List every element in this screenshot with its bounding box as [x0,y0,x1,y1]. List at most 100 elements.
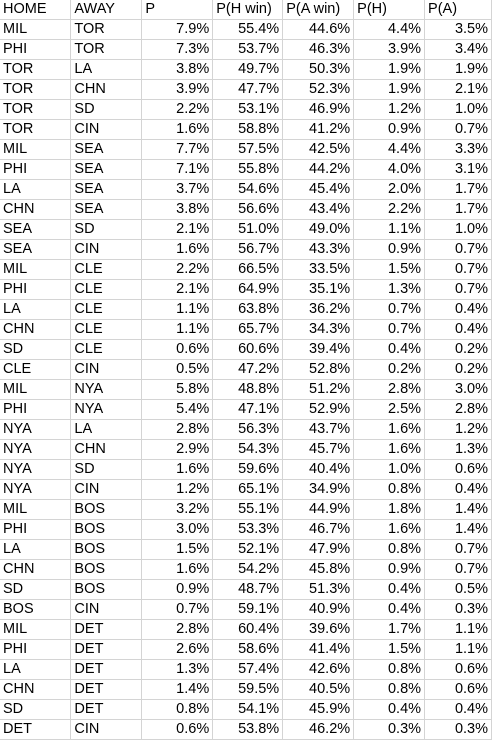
cell-p-h-win[interactable]: 49.7% [212,59,284,80]
cell-p-h[interactable]: 0.8% [353,679,426,700]
cell-p-h-win[interactable]: 55.8% [212,159,284,180]
cell-p-a-win[interactable]: 44.2% [282,159,355,180]
cell-p-h-win[interactable]: 58.6% [212,639,284,660]
cell-p-h[interactable]: 0.9% [353,239,426,260]
cell-p-a[interactable]: 1.7% [424,179,492,200]
cell-p-h-win[interactable]: 59.6% [212,459,284,480]
cell-away[interactable]: CIN [70,119,143,140]
cell-p-h[interactable]: 1.0% [353,459,426,480]
cell-p-h[interactable]: 1.5% [353,259,426,280]
cell-p-h[interactable]: 0.7% [353,299,426,320]
cell-p-a[interactable]: 1.1% [424,619,492,640]
cell-p-a[interactable]: 0.4% [424,319,492,340]
cell-p-a[interactable]: 1.3% [424,439,492,460]
cell-away[interactable]: CLE [70,299,143,320]
cell-p-a[interactable]: 1.4% [424,519,492,540]
cell-p-h[interactable]: 4.4% [353,139,426,160]
cell-home[interactable]: CLE [0,359,72,380]
cell-p-h-win[interactable]: 63.8% [212,299,284,320]
cell-home[interactable]: SD [0,699,72,720]
cell-p-a[interactable]: 0.2% [424,339,492,360]
cell-p-h[interactable]: 1.5% [353,639,426,660]
cell-p-h-win[interactable]: 55.1% [212,499,284,520]
header-cell-p-h-win[interactable]: P(H win) [212,0,284,20]
cell-p-h[interactable]: 4.0% [353,159,426,180]
cell-home[interactable]: CHN [0,679,72,700]
cell-p-h[interactable]: 1.2% [353,99,426,120]
cell-p-h[interactable]: 1.1% [353,219,426,240]
cell-p-a-win[interactable]: 46.7% [282,519,355,540]
cell-away[interactable]: NYA [70,379,143,400]
cell-p[interactable]: 3.8% [141,199,214,220]
cell-away[interactable]: LA [70,59,143,80]
cell-p-a-win[interactable]: 41.2% [282,119,355,140]
cell-p-a-win[interactable]: 49.0% [282,219,355,240]
cell-p-a[interactable]: 0.7% [424,259,492,280]
cell-p-a-win[interactable]: 45.7% [282,439,355,460]
cell-p-h[interactable]: 0.9% [353,559,426,580]
cell-p-h-win[interactable]: 47.7% [212,79,284,100]
cell-p[interactable]: 1.3% [141,659,214,680]
cell-p-a-win[interactable]: 52.3% [282,79,355,100]
cell-home[interactable]: PHI [0,519,72,540]
header-cell-away[interactable]: AWAY [70,0,143,20]
cell-away[interactable]: CIN [70,599,143,620]
cell-p-a[interactable]: 0.4% [424,479,492,500]
cell-p-a-win[interactable]: 43.3% [282,239,355,260]
cell-p-a-win[interactable]: 52.9% [282,399,355,420]
cell-p-h[interactable]: 0.8% [353,659,426,680]
cell-p[interactable]: 2.8% [141,419,214,440]
cell-p-h-win[interactable]: 53.1% [212,99,284,120]
cell-p[interactable]: 1.1% [141,319,214,340]
cell-p-a[interactable]: 1.0% [424,99,492,120]
cell-away[interactable]: CIN [70,239,143,260]
cell-p-a-win[interactable]: 39.6% [282,619,355,640]
cell-p-h[interactable]: 1.6% [353,519,426,540]
cell-p-h[interactable]: 0.4% [353,599,426,620]
cell-p-a[interactable]: 0.4% [424,699,492,720]
cell-home[interactable]: PHI [0,399,72,420]
cell-p[interactable]: 7.3% [141,39,214,60]
cell-p-a-win[interactable]: 34.9% [282,479,355,500]
cell-p-a[interactable]: 0.5% [424,579,492,600]
cell-p[interactable]: 2.2% [141,99,214,120]
cell-p-a-win[interactable]: 46.3% [282,39,355,60]
cell-p[interactable]: 5.4% [141,399,214,420]
cell-p[interactable]: 2.9% [141,439,214,460]
cell-p-h-win[interactable]: 54.2% [212,559,284,580]
cell-p-h[interactable]: 1.8% [353,499,426,520]
cell-p-h[interactable]: 3.9% [353,39,426,60]
cell-p-a-win[interactable]: 34.3% [282,319,355,340]
cell-p-a[interactable]: 0.7% [424,559,492,580]
cell-home[interactable]: LA [0,179,72,200]
cell-p[interactable]: 3.0% [141,519,214,540]
cell-p-a[interactable]: 0.7% [424,279,492,300]
cell-home[interactable]: SEA [0,219,72,240]
cell-p-a-win[interactable]: 41.4% [282,639,355,660]
cell-p-a-win[interactable]: 43.7% [282,419,355,440]
cell-home[interactable]: MIL [0,139,72,160]
cell-p-a-win[interactable]: 40.4% [282,459,355,480]
cell-p-h-win[interactable]: 53.7% [212,39,284,60]
cell-p-a[interactable]: 0.7% [424,119,492,140]
cell-p[interactable]: 0.8% [141,699,214,720]
cell-p-h-win[interactable]: 54.6% [212,179,284,200]
cell-p-h[interactable]: 1.7% [353,619,426,640]
cell-p[interactable]: 2.1% [141,219,214,240]
cell-p-h[interactable]: 1.6% [353,439,426,460]
cell-p-h[interactable]: 0.8% [353,539,426,560]
cell-p-a-win[interactable]: 44.6% [282,19,355,40]
cell-away[interactable]: LA [70,419,143,440]
cell-p-h-win[interactable]: 53.3% [212,519,284,540]
cell-p-h-win[interactable]: 59.5% [212,679,284,700]
cell-p-a[interactable]: 0.6% [424,459,492,480]
cell-p-a-win[interactable]: 36.2% [282,299,355,320]
cell-p[interactable]: 1.1% [141,299,214,320]
cell-away[interactable]: DET [70,659,143,680]
cell-p-a[interactable]: 3.0% [424,379,492,400]
cell-p-h-win[interactable]: 59.1% [212,599,284,620]
cell-home[interactable]: PHI [0,639,72,660]
cell-p-h-win[interactable]: 64.9% [212,279,284,300]
cell-p-a-win[interactable]: 42.6% [282,659,355,680]
cell-p-h-win[interactable]: 47.1% [212,399,284,420]
